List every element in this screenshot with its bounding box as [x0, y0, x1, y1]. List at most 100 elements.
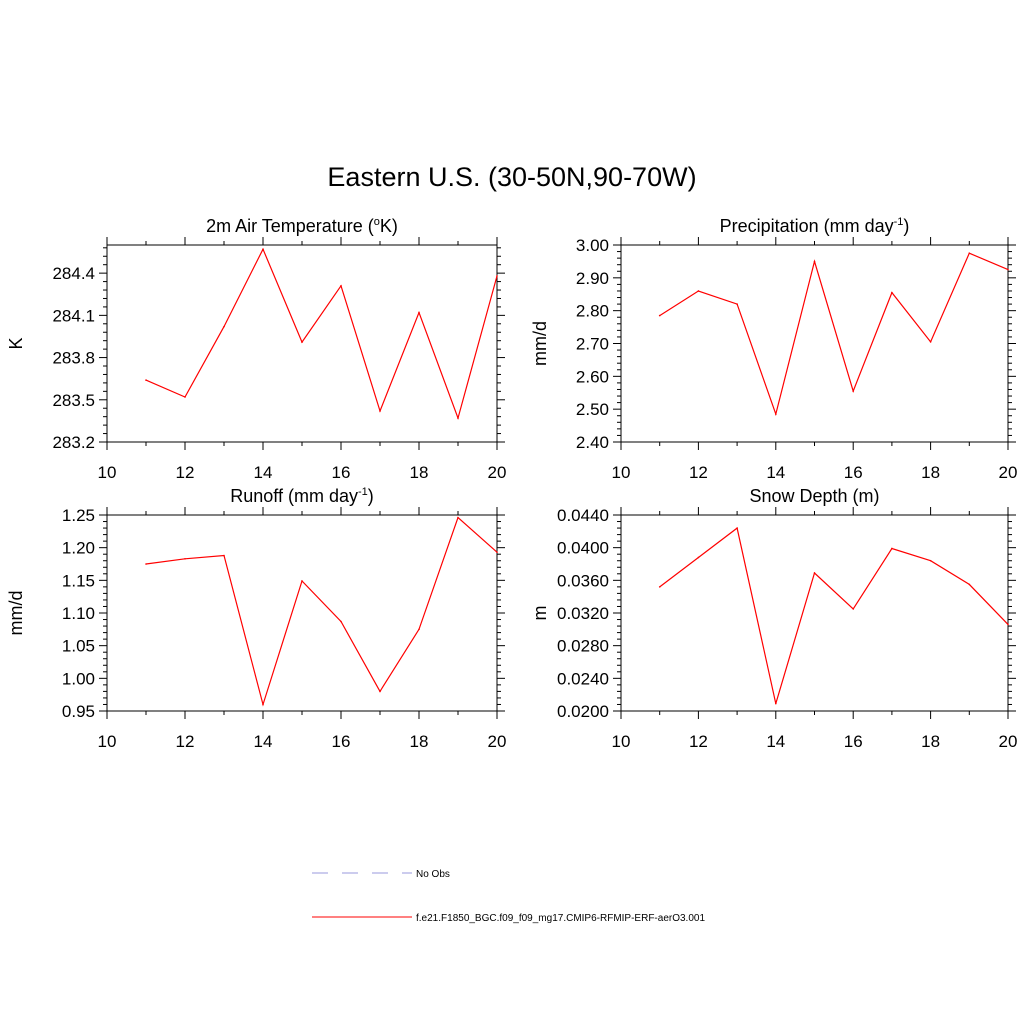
data-point — [184, 396, 186, 398]
data-point — [379, 690, 381, 693]
data-point — [929, 341, 932, 343]
x-tick-label: 20 — [488, 732, 507, 751]
x-tick-label: 12 — [176, 463, 195, 482]
x-tick-label: 10 — [612, 732, 631, 751]
x-tick-label: 16 — [844, 732, 863, 751]
y-tick-label: 284.1 — [52, 306, 95, 325]
data-point — [184, 557, 186, 560]
plot-frame — [620, 514, 1009, 712]
x-tick-label: 10 — [98, 463, 117, 482]
x-tick-label: 12 — [176, 732, 195, 751]
legend-label: f.e21.F1850_BGC.f09_f09_mg17.CMIP6-RFMIP… — [416, 913, 705, 924]
y-tick-label: 2.40 — [576, 433, 609, 452]
x-tick-label: 14 — [766, 463, 785, 482]
series-line — [145, 247, 498, 421]
y-tick-label: 283.2 — [52, 433, 95, 452]
chart-panel-3: 10 12 14 16 18 20 0.95 1.00 1.05 1.10 1.15 1.20 1.25… — [6, 486, 506, 751]
data-point — [340, 620, 342, 623]
x-tick-label: 14 — [254, 732, 273, 751]
y-tick-label: 0.0360 — [557, 571, 609, 590]
y-tick-label: 1.25 — [62, 506, 95, 525]
y-tick-label: 2.70 — [576, 335, 609, 354]
data-point — [301, 341, 303, 343]
x-tick-label: 18 — [410, 732, 429, 751]
data-point — [658, 314, 661, 317]
x-tick-label: 18 — [921, 463, 940, 482]
data-point — [301, 580, 303, 582]
data-point — [968, 252, 971, 255]
data-point — [1007, 268, 1009, 271]
y-tick-label: 283.8 — [52, 349, 95, 368]
y-tick-label: 0.0280 — [557, 637, 609, 656]
y-tick-label: 284.4 — [52, 264, 95, 283]
data-point — [697, 556, 700, 559]
data-point — [496, 551, 498, 554]
y-tick-label: 0.0400 — [557, 539, 609, 558]
y-tick-label: 2.60 — [576, 367, 609, 386]
data-point — [697, 290, 700, 292]
data-point — [340, 285, 342, 287]
plot-frame — [106, 514, 498, 712]
data-point — [262, 703, 264, 706]
x-tick-label: 14 — [254, 463, 273, 482]
series-line — [659, 527, 1009, 704]
series-line — [659, 252, 1009, 417]
legend: No Obs f.e21.F1850_BGC.f09_f09_mg17.CMIP6… — [312, 869, 705, 924]
x-tick-label: 12 — [689, 463, 708, 482]
data-point — [852, 608, 854, 610]
x-tick-label: 18 — [921, 732, 940, 751]
data-point — [813, 260, 816, 263]
y-axis-label: m — [530, 606, 550, 621]
y-tick-label: 2.50 — [576, 400, 609, 419]
y-tick-label: 1.00 — [62, 669, 95, 688]
data-point — [968, 583, 971, 586]
data-point — [418, 311, 420, 314]
data-point — [775, 413, 777, 415]
y-axis-label: K — [6, 337, 26, 349]
chart-title: 2m Air Temperature (oK) — [206, 216, 398, 236]
y-tick-label: 1.05 — [62, 637, 95, 656]
data-point — [736, 527, 738, 529]
x-tick-label: 16 — [332, 463, 351, 482]
plot-frame — [106, 244, 498, 443]
data-point — [457, 417, 459, 419]
data-point — [891, 291, 893, 294]
series-line — [145, 516, 498, 707]
chart-panel-1: 10 12 14 16 18 20 283.2 283.5 283.8 284.1 284.4 2m … — [6, 216, 506, 482]
y-tick-label: 0.0440 — [557, 506, 609, 525]
x-tick-label: 20 — [488, 463, 507, 482]
x-tick-label: 10 — [612, 463, 631, 482]
x-tick-label: 18 — [410, 463, 429, 482]
data-point — [262, 248, 264, 251]
data-point — [929, 559, 932, 562]
plot-frame — [620, 244, 1009, 443]
data-point — [145, 563, 147, 565]
data-point — [1007, 623, 1009, 626]
chart-panel-4: 10 12 14 16 18 20 0.0200 0.0240 0.0280 0.0320 0.03… — [530, 486, 1017, 751]
y-tick-label: 1.10 — [62, 604, 95, 623]
data-point — [658, 586, 661, 588]
y-tick-label: 0.95 — [62, 702, 95, 721]
y-tick-label: 1.15 — [62, 571, 95, 590]
x-tick-label: 16 — [332, 732, 351, 751]
y-tick-label: 0.0320 — [557, 604, 609, 623]
chart-panel-2: 10 12 14 16 18 20 2.40 2.50 2.60 2.70 2.80 2.90 3.00… — [530, 216, 1017, 482]
y-tick-label: 3.00 — [576, 236, 609, 255]
x-tick-label: 20 — [999, 732, 1018, 751]
x-tick-label: 10 — [98, 732, 117, 751]
data-point — [775, 702, 777, 705]
data-point — [457, 516, 459, 519]
y-tick-label: 283.5 — [52, 391, 95, 410]
data-point — [813, 572, 816, 574]
x-tick-label: 16 — [844, 463, 863, 482]
x-tick-label: 14 — [766, 732, 785, 751]
y-tick-label: 0.0240 — [557, 669, 609, 688]
y-axis-label: mm/d — [6, 591, 26, 636]
y-tick-label: 2.90 — [576, 269, 609, 288]
figure-title: Eastern U.S. (30-50N,90-70W) — [327, 162, 697, 192]
y-tick-label: 2.80 — [576, 302, 609, 321]
data-point — [496, 275, 498, 277]
data-point — [852, 390, 854, 392]
